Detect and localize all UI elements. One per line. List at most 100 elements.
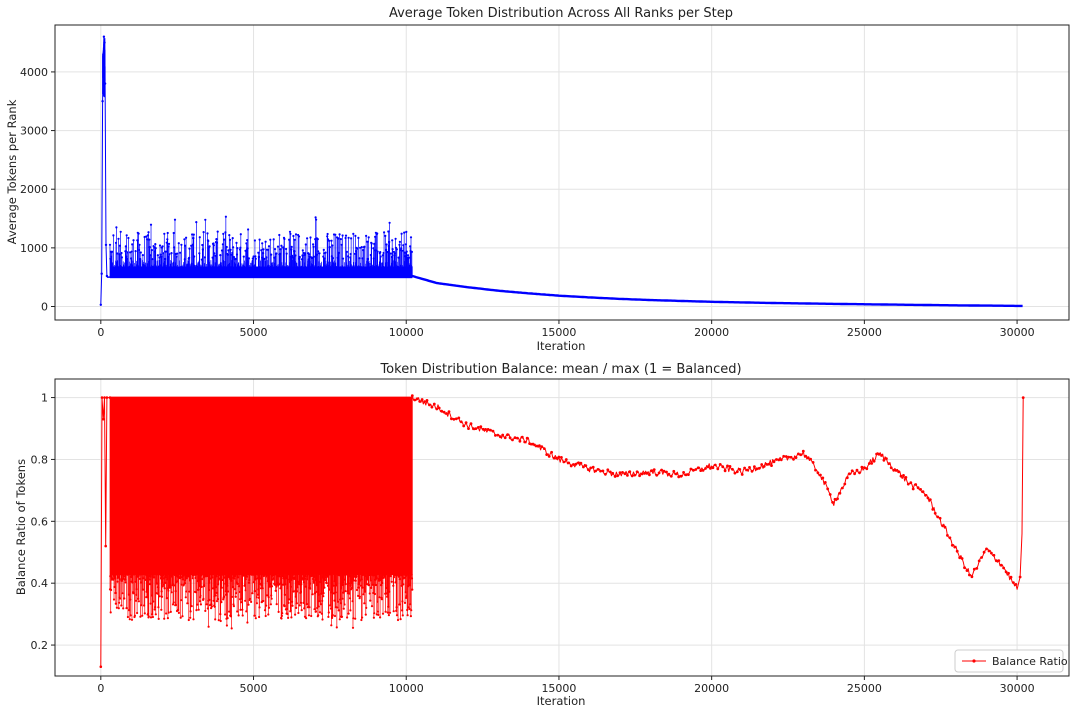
data-point (137, 597, 140, 600)
data-point (352, 617, 355, 620)
data-point (397, 256, 400, 259)
data-point (320, 592, 323, 595)
data-point (251, 257, 254, 260)
data-point (335, 626, 338, 629)
data-point (210, 603, 213, 606)
data-point (123, 575, 127, 578)
data-point (103, 82, 107, 85)
data-point (833, 497, 837, 501)
data-point (292, 234, 295, 238)
data-point (308, 253, 311, 256)
data-point (277, 610, 280, 614)
data-point (142, 577, 145, 580)
data-point (999, 563, 1003, 567)
data-point (975, 567, 979, 570)
data-point (201, 572, 204, 576)
data-point (306, 578, 309, 581)
y-tick-label: 0 (41, 301, 48, 314)
data-point (156, 592, 159, 595)
data-point (645, 472, 649, 475)
data-point (318, 600, 321, 603)
data-point (696, 466, 700, 470)
data-point (124, 250, 127, 253)
data-point (177, 611, 180, 615)
data-point (459, 420, 463, 424)
data-point (214, 618, 217, 621)
data-point (217, 619, 220, 622)
data-point (948, 536, 952, 540)
data-point (316, 238, 319, 241)
data-point (129, 614, 132, 617)
data-point (413, 398, 417, 402)
data-point (283, 237, 286, 241)
data-point (222, 595, 226, 598)
data-point (282, 577, 285, 580)
data-point (326, 235, 329, 238)
data-point (882, 458, 886, 462)
x-tick-label: 0 (97, 326, 104, 339)
data-point (261, 587, 264, 590)
top-chart-x-ticks: 0 5000 10000 15000 20000 25000 30000 (97, 320, 1035, 339)
data-point (329, 604, 332, 607)
data-point (218, 577, 221, 580)
data-point (972, 567, 976, 571)
data-point (289, 609, 292, 612)
y-tick-label: 0.6 (31, 515, 49, 528)
data-point (129, 573, 132, 576)
data-point (384, 234, 387, 237)
data-point (230, 253, 233, 256)
data-point (540, 445, 544, 448)
data-point (198, 600, 201, 603)
data-point (158, 595, 161, 598)
data-point (351, 586, 354, 590)
data-point (304, 243, 307, 246)
data-point (373, 242, 376, 245)
data-point (484, 428, 487, 431)
data-point (212, 242, 215, 245)
y-tick-label: 2000 (20, 183, 48, 196)
data-point (366, 576, 369, 579)
data-point (180, 599, 183, 602)
data-point (194, 576, 197, 580)
data-point (153, 250, 156, 253)
data-point (347, 582, 350, 585)
data-point (191, 243, 194, 246)
data-point (354, 234, 357, 237)
data-point (100, 396, 104, 399)
data-point (336, 600, 339, 603)
data-point (223, 572, 226, 576)
data-point (472, 427, 475, 431)
data-point (348, 597, 352, 600)
data-point (286, 612, 289, 616)
data-point (145, 574, 149, 577)
data-point (440, 409, 444, 413)
data-point (146, 596, 149, 599)
data-point (348, 592, 351, 595)
data-point (317, 250, 320, 253)
data-point (192, 237, 195, 240)
data-point (665, 470, 668, 474)
data-point (202, 597, 205, 601)
data-point (340, 243, 343, 246)
data-point (850, 469, 854, 473)
data-point (193, 255, 196, 258)
data-point (198, 252, 201, 255)
data-point (195, 591, 198, 594)
data-point (200, 578, 204, 581)
data-point (183, 238, 186, 241)
data-point (294, 595, 297, 598)
data-point (121, 573, 124, 576)
data-point (204, 218, 207, 221)
legend-label: Balance Ratio (992, 655, 1068, 668)
data-point (377, 613, 380, 617)
data-point (616, 474, 619, 478)
data-point (753, 465, 756, 469)
data-point (224, 590, 227, 593)
data-point (246, 239, 249, 242)
data-point (387, 230, 390, 233)
data-point (407, 576, 411, 579)
data-point (252, 573, 256, 576)
data-point (953, 545, 957, 549)
data-point (655, 473, 659, 477)
data-point (564, 458, 568, 461)
